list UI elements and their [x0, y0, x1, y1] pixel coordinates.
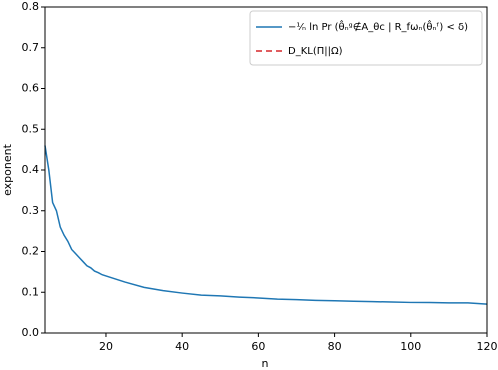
plot-frame [44, 6, 488, 334]
x-tick-label: 20 [99, 340, 113, 353]
y-tick-label: 0.6 [22, 82, 40, 95]
y-tick-label: 0.1 [22, 285, 40, 298]
y-tick-label: 0.0 [22, 326, 40, 339]
x-tick-label: 40 [175, 340, 189, 353]
x-axis-label: n [262, 357, 269, 370]
x-tick-label: 120 [477, 340, 498, 353]
legend-label: −¹⁄ₙ ln Pr (θ̂ₙᵍ∉A_θc | R_fωₙ(θ̂ₙᶠ) < δ) [288, 19, 468, 33]
legend-label: D_KL(Π||Ω) [288, 46, 343, 57]
x-tick-label: 80 [328, 340, 342, 353]
y-axis-label: exponent [1, 143, 14, 196]
series-line [44, 145, 488, 305]
x-tick-label: 60 [251, 340, 265, 353]
y-tick-label: 0.2 [22, 245, 40, 258]
y-tick-label: 0.8 [22, 0, 40, 13]
y-tick-label: 0.3 [22, 204, 40, 217]
y-tick-label: 0.5 [22, 122, 40, 135]
x-tick-label: 100 [400, 340, 421, 353]
y-tick-label: 0.7 [22, 41, 40, 54]
y-tick-label: 0.4 [22, 163, 40, 176]
legend-box [249, 10, 483, 66]
